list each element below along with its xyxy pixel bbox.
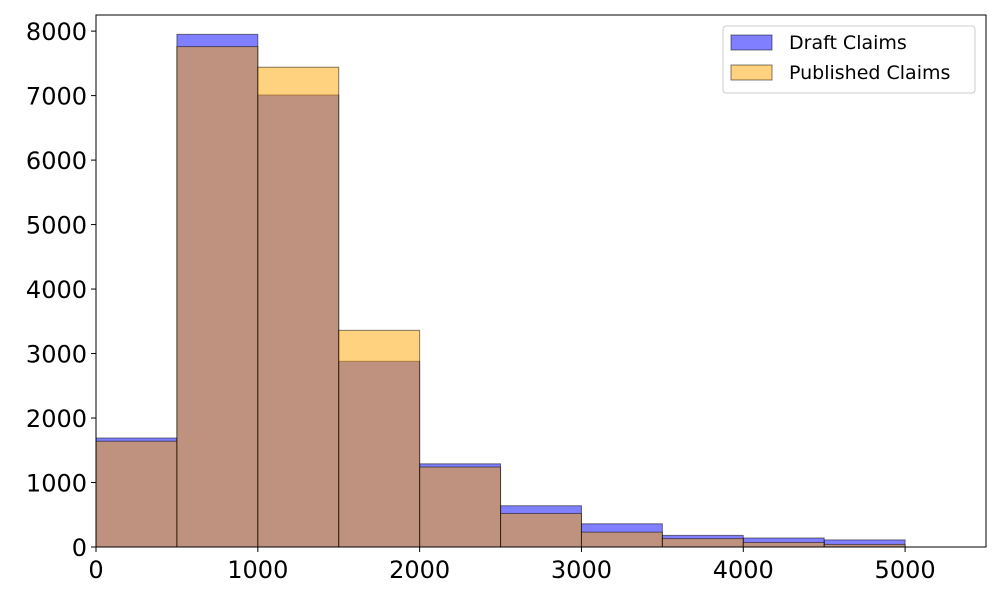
y-tick-label: 3000 xyxy=(26,341,87,369)
y-tick-label: 7000 xyxy=(26,83,87,111)
ticks-layer: 0 1000 2000 3000 4000 5000 0 1000 2000 3000 4000 50… xyxy=(26,18,936,584)
y-tick-label: 8000 xyxy=(26,18,87,46)
y-tick-label: 0 xyxy=(72,534,87,562)
legend: Draft Claims Published Claims xyxy=(722,25,976,94)
x-tick-label: 0 xyxy=(88,556,103,584)
plot-frame xyxy=(95,14,987,548)
x-tick-label: 1000 xyxy=(227,556,288,584)
bars-layer xyxy=(95,33,906,548)
legend-swatch-published xyxy=(730,64,773,81)
y-tick-label: 1000 xyxy=(26,470,87,498)
legend-box xyxy=(722,25,976,94)
bar-published-0 xyxy=(95,440,178,548)
y-tick-label: 6000 xyxy=(26,147,87,175)
x-tick-label: 3000 xyxy=(551,556,612,584)
legend-label-draft: Draft Claims xyxy=(789,32,907,54)
bar-published-1 xyxy=(176,46,259,548)
y-tick-label: 4000 xyxy=(26,276,87,304)
bar-published-6 xyxy=(580,531,663,548)
bar-published-8 xyxy=(742,541,825,548)
bar-published-3 xyxy=(338,329,421,548)
bar-published-5 xyxy=(500,512,582,548)
y-tick-label: 2000 xyxy=(26,405,87,433)
bar-published-4 xyxy=(419,466,502,548)
legend-label-published: Published Claims xyxy=(789,62,950,84)
legend-swatch-draft xyxy=(730,34,773,51)
bar-published-7 xyxy=(661,538,744,548)
bar-published-2 xyxy=(257,66,340,548)
x-tick-label: 2000 xyxy=(389,556,450,584)
x-tick-label: 5000 xyxy=(875,556,936,584)
y-tick-label: 5000 xyxy=(26,212,87,240)
x-tick-label: 4000 xyxy=(713,556,774,584)
